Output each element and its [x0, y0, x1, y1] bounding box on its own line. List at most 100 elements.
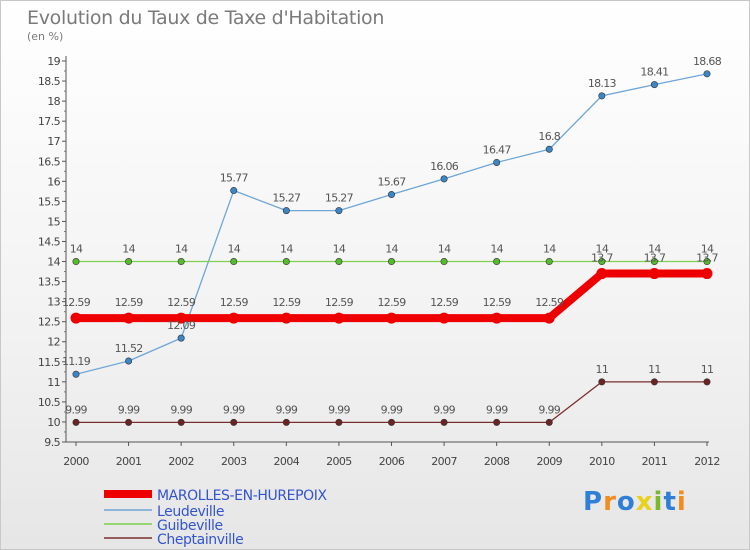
- data-point: [72, 418, 80, 426]
- x-tick-label: 2000: [63, 455, 89, 468]
- data-point: [440, 175, 448, 183]
- data-label: 14: [385, 243, 398, 256]
- data-label: 14: [333, 243, 346, 256]
- data-point: [650, 258, 658, 266]
- logo-letter: i: [653, 487, 664, 517]
- y-tick-label: 16: [47, 175, 60, 188]
- data-point: [386, 312, 397, 324]
- chart-unit-label: (en %): [27, 30, 64, 43]
- data-label: 12.59: [483, 296, 512, 309]
- data-point: [387, 191, 395, 199]
- y-tick-label: 17.5: [38, 115, 61, 128]
- data-label: 14: [438, 243, 451, 256]
- logo-letter: r: [603, 487, 617, 517]
- legend-label: MAROLLES-EN-HUREPOIX: [157, 488, 327, 504]
- y-tick-label: 11: [47, 376, 60, 389]
- data-label: 16.47: [483, 143, 512, 156]
- y-tick-label: 17: [47, 135, 60, 148]
- data-point: [650, 81, 658, 89]
- y-tick-label: 13.5: [38, 276, 61, 289]
- data-label: 14: [648, 243, 661, 256]
- data-point: [282, 258, 290, 266]
- data-point: [493, 258, 501, 266]
- data-label: 9.99: [486, 403, 508, 416]
- data-label: 18.13: [588, 77, 617, 90]
- data-point: [493, 418, 501, 426]
- y-tick-label: 9.5: [44, 436, 60, 449]
- data-point: [545, 145, 553, 153]
- data-point: [282, 418, 290, 426]
- data-label: 12.59: [62, 296, 91, 309]
- data-label: 14: [490, 243, 503, 256]
- data-point: [280, 312, 292, 324]
- legend-label: Leudeville: [157, 504, 224, 520]
- data-label: 18.68: [693, 55, 722, 68]
- data-label: 16.06: [430, 160, 459, 173]
- data-point: [387, 418, 395, 426]
- data-point: [543, 312, 555, 324]
- data-label: 12.59: [167, 296, 196, 309]
- data-label: 9.99: [275, 403, 297, 416]
- x-tick-label: 2011: [642, 455, 668, 468]
- data-point: [598, 258, 606, 266]
- y-tick-label: 13: [47, 296, 60, 309]
- data-label: 15.27: [272, 192, 301, 205]
- data-label: 14: [280, 243, 293, 256]
- data-label: 11.52: [115, 342, 143, 355]
- data-label: 14: [175, 243, 188, 256]
- data-point: [440, 258, 448, 266]
- x-tick-label: 2002: [168, 455, 194, 468]
- data-point: [72, 370, 80, 378]
- data-point: [123, 312, 135, 324]
- data-point: [648, 268, 660, 280]
- data-point: [598, 92, 606, 100]
- x-tick-label: 2001: [116, 455, 142, 468]
- data-point: [230, 418, 238, 426]
- y-tick-label: 10: [47, 416, 60, 429]
- x-tick-label: 2007: [431, 455, 457, 468]
- x-tick-label: 2009: [536, 455, 562, 468]
- y-tick-label: 15.5: [38, 195, 61, 208]
- data-label: 11: [701, 363, 714, 376]
- data-point: [701, 268, 713, 280]
- x-tick-label: 2005: [326, 455, 352, 468]
- data-label: 9.99: [170, 403, 192, 416]
- data-point: [70, 312, 82, 324]
- data-label: 9.99: [328, 403, 350, 416]
- data-label: 9.99: [381, 403, 403, 416]
- data-label: 14: [227, 243, 240, 256]
- data-point: [230, 258, 238, 266]
- y-tick-label: 12: [47, 336, 60, 349]
- logo-letter: i: [676, 487, 687, 517]
- data-point: [440, 418, 448, 426]
- data-label: 9.99: [118, 403, 140, 416]
- data-point: [491, 312, 503, 324]
- data-label: 11: [648, 363, 661, 376]
- data-label: 13.7: [591, 252, 613, 265]
- data-label: 15.67: [378, 176, 407, 189]
- data-point: [177, 418, 185, 426]
- data-label: 9.99: [538, 403, 560, 416]
- y-tick-label: 16.5: [38, 155, 61, 168]
- data-point: [493, 158, 501, 166]
- data-label: 12.59: [535, 296, 564, 309]
- data-point: [228, 312, 240, 324]
- data-point: [545, 418, 553, 426]
- y-tick-label: 14: [47, 256, 60, 269]
- y-tick-label: 11.5: [38, 356, 61, 369]
- data-label: 9.99: [223, 403, 245, 416]
- x-tick-label: 2006: [379, 455, 405, 468]
- logo-letter: x: [635, 487, 654, 517]
- x-tick-label: 2004: [274, 455, 300, 468]
- data-label: 11.19: [62, 355, 91, 368]
- data-label: 14: [701, 243, 714, 256]
- data-label: 14: [122, 243, 135, 256]
- y-tick-label: 18.5: [38, 75, 61, 88]
- data-point: [387, 258, 395, 266]
- data-point: [282, 207, 290, 215]
- data-label: 9.99: [65, 403, 87, 416]
- data-point: [177, 258, 185, 266]
- data-label: 15.27: [325, 192, 354, 205]
- data-label: 12.59: [272, 296, 301, 309]
- data-label: 12.59: [430, 296, 459, 309]
